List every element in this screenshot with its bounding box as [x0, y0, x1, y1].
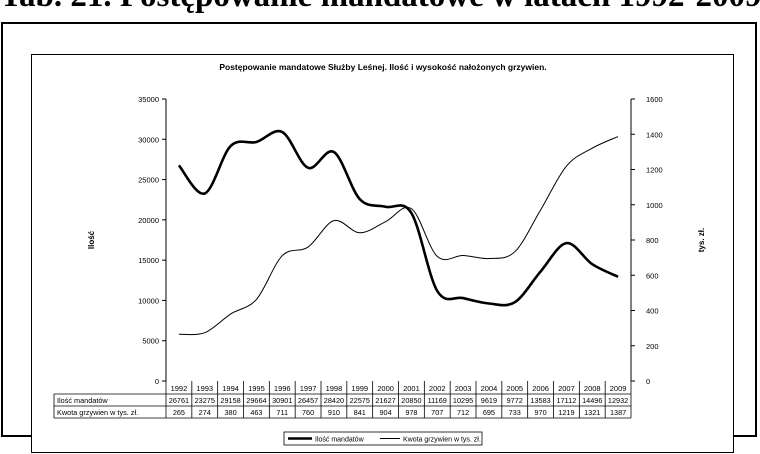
- data-label-kwota: 910: [328, 408, 340, 417]
- x-category-label: 1995: [248, 384, 265, 393]
- x-category-label: 1993: [196, 384, 213, 393]
- axes-group: 0 5000 10000 15000 20000 25000 30000 35000 0 200 4…: [87, 95, 706, 386]
- y-tick-label-right: 200: [646, 342, 659, 351]
- x-category-label: 2005: [506, 384, 523, 393]
- x-category-label: 2007: [558, 384, 575, 393]
- data-label-kwota: 1387: [610, 408, 626, 417]
- data-label-kwota: 463: [250, 408, 262, 417]
- data-label-kwota: 733: [509, 408, 521, 417]
- y-tick-label-left: 5000: [142, 337, 159, 346]
- legend-label-kwota: Kwota grzywien w tys. zł.: [403, 437, 481, 444]
- data-label-ilosc: 23275: [195, 396, 215, 405]
- data-label-kwota: 695: [483, 408, 495, 417]
- data-label-kwota: 1321: [584, 408, 600, 417]
- data-label-kwota: 711: [276, 408, 288, 417]
- data-label-ilosc: 26761: [169, 396, 189, 405]
- series-lines: [177, 129, 619, 336]
- y-tick-label-left: 20000: [138, 216, 159, 225]
- y-tick-label-right: 0: [646, 377, 650, 386]
- x-category-label: 1998: [326, 384, 343, 393]
- data-table: 1992 1993 1994 1995 1996 1997 1998 1999 2000 2001…: [53, 381, 632, 419]
- x-category-label: 1994: [222, 384, 239, 393]
- x-category-label: 1999: [351, 384, 368, 393]
- data-label-ilosc: 22575: [350, 396, 370, 405]
- x-category-label: 2003: [455, 384, 472, 393]
- series-line-kwota-grzywien: [178, 136, 619, 336]
- data-label-ilosc: 20850: [401, 396, 421, 405]
- y-tick-label-right: 400: [646, 307, 659, 316]
- x-category-label: 2000: [377, 384, 394, 393]
- y-tick-label-right: 1200: [646, 166, 663, 175]
- x-category-label: 1996: [274, 384, 291, 393]
- y-tick-label-left: 30000: [138, 135, 159, 144]
- data-label-ilosc: 21627: [375, 396, 395, 405]
- data-label-ilosc: 29664: [246, 396, 266, 405]
- data-label-ilosc: 14496: [582, 396, 602, 405]
- data-label-kwota: 712: [457, 408, 469, 417]
- y-tick-label-right: 600: [646, 271, 659, 280]
- data-label-ilosc: 9772: [507, 396, 523, 405]
- y-tick-label-left: 25000: [138, 176, 159, 185]
- y-tick-label-left: 10000: [138, 296, 159, 305]
- data-label-ilosc: 11169: [428, 396, 447, 405]
- y-axis-title-right: tys. zł.: [697, 228, 706, 252]
- data-label-kwota: 978: [405, 408, 417, 417]
- figure-frame: Postępowanie mandatowe Służby Leśnej. Il…: [1, 22, 757, 453]
- y-tick-label-left: 15000: [138, 256, 159, 265]
- y-tick-label-left: 0: [155, 377, 159, 386]
- data-label-ilosc: 12932: [608, 396, 628, 405]
- data-label-ilosc: 13583: [530, 396, 550, 405]
- y-tick-label-right: 1000: [646, 201, 663, 210]
- x-category-label: 2002: [429, 384, 446, 393]
- y-tick-label-left: 35000: [138, 95, 159, 104]
- data-label-kwota: 760: [302, 408, 314, 417]
- x-category-label: 2004: [481, 384, 498, 393]
- y-tick-label-right: 800: [646, 236, 659, 245]
- data-label-kwota: 274: [199, 408, 211, 417]
- y-tick-label-right: 1400: [646, 130, 663, 139]
- data-label-kwota: 841: [354, 408, 366, 417]
- page-heading: Tab. 21. Postępowanie mandatowe w latach…: [0, 0, 760, 15]
- data-label-kwota: 1219: [558, 408, 574, 417]
- legend-label-ilosc: Ilość mandatów: [315, 437, 365, 444]
- table-row-label: Kwota grzywien w tys. zł.: [57, 408, 138, 417]
- x-category-label: 1992: [171, 384, 188, 393]
- data-label-kwota: 380: [224, 408, 236, 417]
- data-label-ilosc: 28420: [324, 396, 344, 405]
- table-row-label: Ilość mandatów: [57, 396, 108, 405]
- data-label-kwota: 265: [173, 408, 185, 417]
- data-label-ilosc: 9619: [481, 396, 497, 405]
- series-line-ilosc-mandatow: [177, 129, 619, 307]
- data-label-ilosc: 10295: [453, 396, 473, 405]
- x-category-label: 1997: [300, 384, 317, 393]
- data-label-kwota: 707: [431, 408, 443, 417]
- x-category-label: 2008: [584, 384, 601, 393]
- chart-svg: Postępowanie mandatowe Służby Leśnej. Il…: [53, 62, 706, 446]
- y-tick-label-right: 1600: [646, 95, 663, 104]
- data-label-ilosc: 29158: [220, 396, 240, 405]
- x-category-label: 2001: [403, 384, 420, 393]
- chart-title: Postępowanie mandatowe Służby Leśnej. Il…: [219, 62, 546, 72]
- data-label-kwota: 970: [534, 408, 546, 417]
- y-axis-title-left: Ilość: [87, 230, 96, 249]
- data-label-ilosc: 30901: [272, 396, 292, 405]
- data-label-ilosc: 17112: [557, 396, 577, 405]
- data-label-kwota: 904: [379, 408, 391, 417]
- chart-area: Postępowanie mandatowe Służby Leśnej. Il…: [31, 54, 734, 453]
- x-category-label: 2009: [610, 384, 627, 393]
- x-category-label: 2006: [532, 384, 549, 393]
- data-label-ilosc: 26457: [298, 396, 318, 405]
